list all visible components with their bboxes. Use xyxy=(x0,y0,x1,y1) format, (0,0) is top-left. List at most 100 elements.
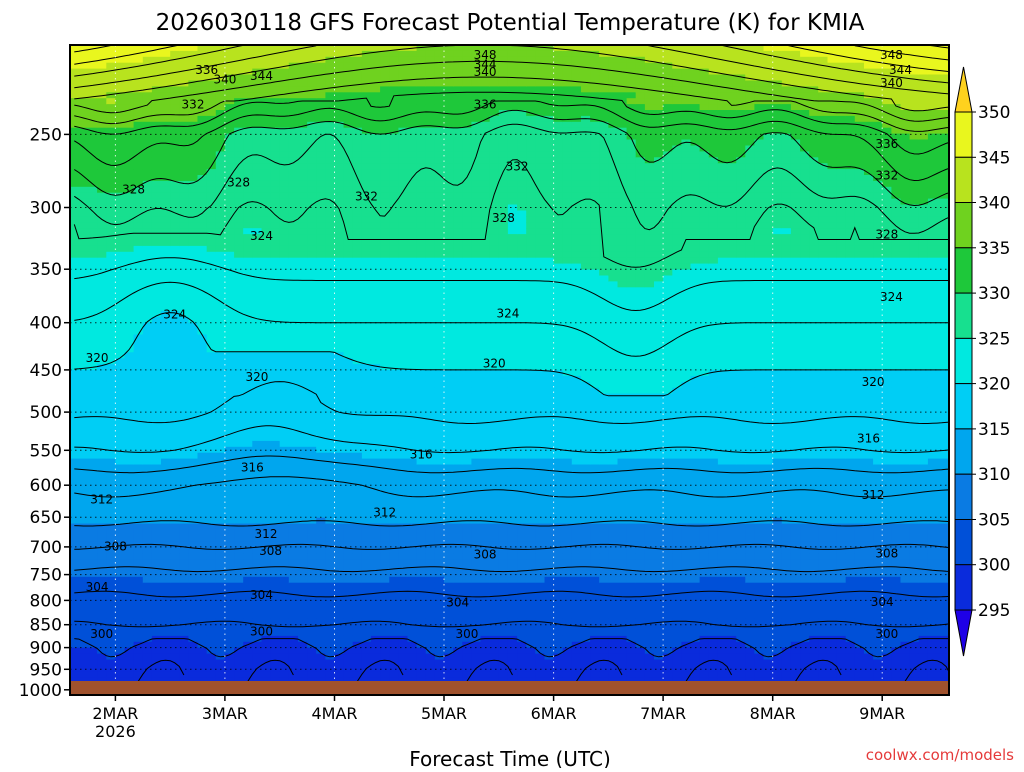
field-cell xyxy=(288,139,299,146)
field-cell xyxy=(480,316,491,324)
field-cell xyxy=(398,62,409,70)
field-cell xyxy=(425,547,436,554)
field-cell xyxy=(316,334,326,341)
field-cell xyxy=(252,92,262,99)
field-cell xyxy=(70,133,98,141)
field-cell xyxy=(425,316,436,324)
field-cell xyxy=(407,145,418,152)
field-cell xyxy=(489,316,500,324)
field-cell xyxy=(70,630,98,637)
field-cell xyxy=(206,393,217,401)
field-cell xyxy=(407,440,418,448)
field-cell xyxy=(298,139,308,146)
field-cell xyxy=(261,529,272,536)
field-cell xyxy=(471,186,482,194)
field-cell xyxy=(480,364,491,371)
field-cell xyxy=(316,375,326,383)
field-cell xyxy=(142,677,153,684)
field-cell xyxy=(407,576,418,584)
field-cell xyxy=(288,210,299,217)
field-cell xyxy=(142,157,153,164)
field-cell xyxy=(97,511,107,519)
field-cell xyxy=(298,612,308,619)
field-cell xyxy=(215,511,226,519)
field-cell xyxy=(298,169,308,176)
field-cell xyxy=(425,56,436,64)
field-cell xyxy=(124,210,135,217)
field-cell xyxy=(106,228,116,235)
field-cell xyxy=(270,334,281,341)
field-cell xyxy=(252,541,262,548)
field-cell xyxy=(453,647,463,655)
field-cell xyxy=(288,169,299,176)
field-cell xyxy=(252,505,262,513)
field-cell xyxy=(352,180,363,188)
field-cell xyxy=(197,263,208,271)
field-cell xyxy=(197,358,208,365)
field-cell xyxy=(316,145,326,152)
field-cell xyxy=(133,340,144,347)
field-cell xyxy=(279,547,290,554)
field-cell xyxy=(288,494,299,501)
field-cell xyxy=(151,352,162,359)
field-cell xyxy=(142,446,153,454)
field-cell xyxy=(170,630,180,637)
field-cell xyxy=(480,405,491,412)
field-cell xyxy=(70,624,98,631)
field-cell xyxy=(179,511,189,519)
field-cell xyxy=(252,98,262,105)
field-cell xyxy=(471,576,482,584)
field-cell xyxy=(380,50,390,58)
field-cell xyxy=(161,157,171,164)
field-cell xyxy=(234,192,244,200)
field-cell xyxy=(142,151,153,158)
field-cell xyxy=(70,494,98,501)
field-cell xyxy=(498,92,509,99)
field-cell xyxy=(115,334,126,341)
field-cell xyxy=(70,505,98,513)
field-cell xyxy=(434,251,445,259)
field-cell xyxy=(197,500,208,507)
field-cell xyxy=(489,588,500,596)
field-cell xyxy=(124,352,135,359)
field-cell xyxy=(97,576,107,584)
field-cell xyxy=(133,281,144,288)
field-cell xyxy=(206,133,217,141)
field-cell xyxy=(70,677,98,684)
field-cell xyxy=(133,192,144,200)
field-cell xyxy=(261,328,272,336)
field-cell xyxy=(307,50,317,58)
field-cell xyxy=(334,618,345,625)
field-cell xyxy=(407,180,418,188)
field-cell xyxy=(252,375,262,383)
field-cell xyxy=(206,606,217,613)
field-cell xyxy=(380,228,390,235)
field-cell xyxy=(161,281,171,288)
field-cell xyxy=(252,163,262,170)
field-cell xyxy=(307,222,317,229)
field-cell xyxy=(252,240,262,247)
field-cell xyxy=(142,50,153,58)
field-cell xyxy=(361,104,372,111)
field-cell xyxy=(307,139,317,146)
field-cell xyxy=(270,263,281,271)
field-cell xyxy=(371,263,381,271)
field-cell xyxy=(416,476,427,483)
field-cell xyxy=(188,340,199,347)
field-cell xyxy=(434,352,445,359)
field-cell xyxy=(243,381,253,389)
field-cell xyxy=(371,98,381,105)
field-cell xyxy=(115,68,126,76)
field-cell xyxy=(243,600,253,607)
field-cell xyxy=(380,139,390,146)
field-cell xyxy=(434,358,445,365)
field-cell xyxy=(161,56,171,64)
field-cell xyxy=(124,547,135,554)
field-cell xyxy=(179,405,189,412)
field-cell xyxy=(224,630,235,637)
field-cell xyxy=(197,494,208,501)
field-cell xyxy=(97,370,107,377)
field-cell xyxy=(462,559,472,566)
field-cell xyxy=(234,429,244,436)
field-cell xyxy=(97,322,107,330)
